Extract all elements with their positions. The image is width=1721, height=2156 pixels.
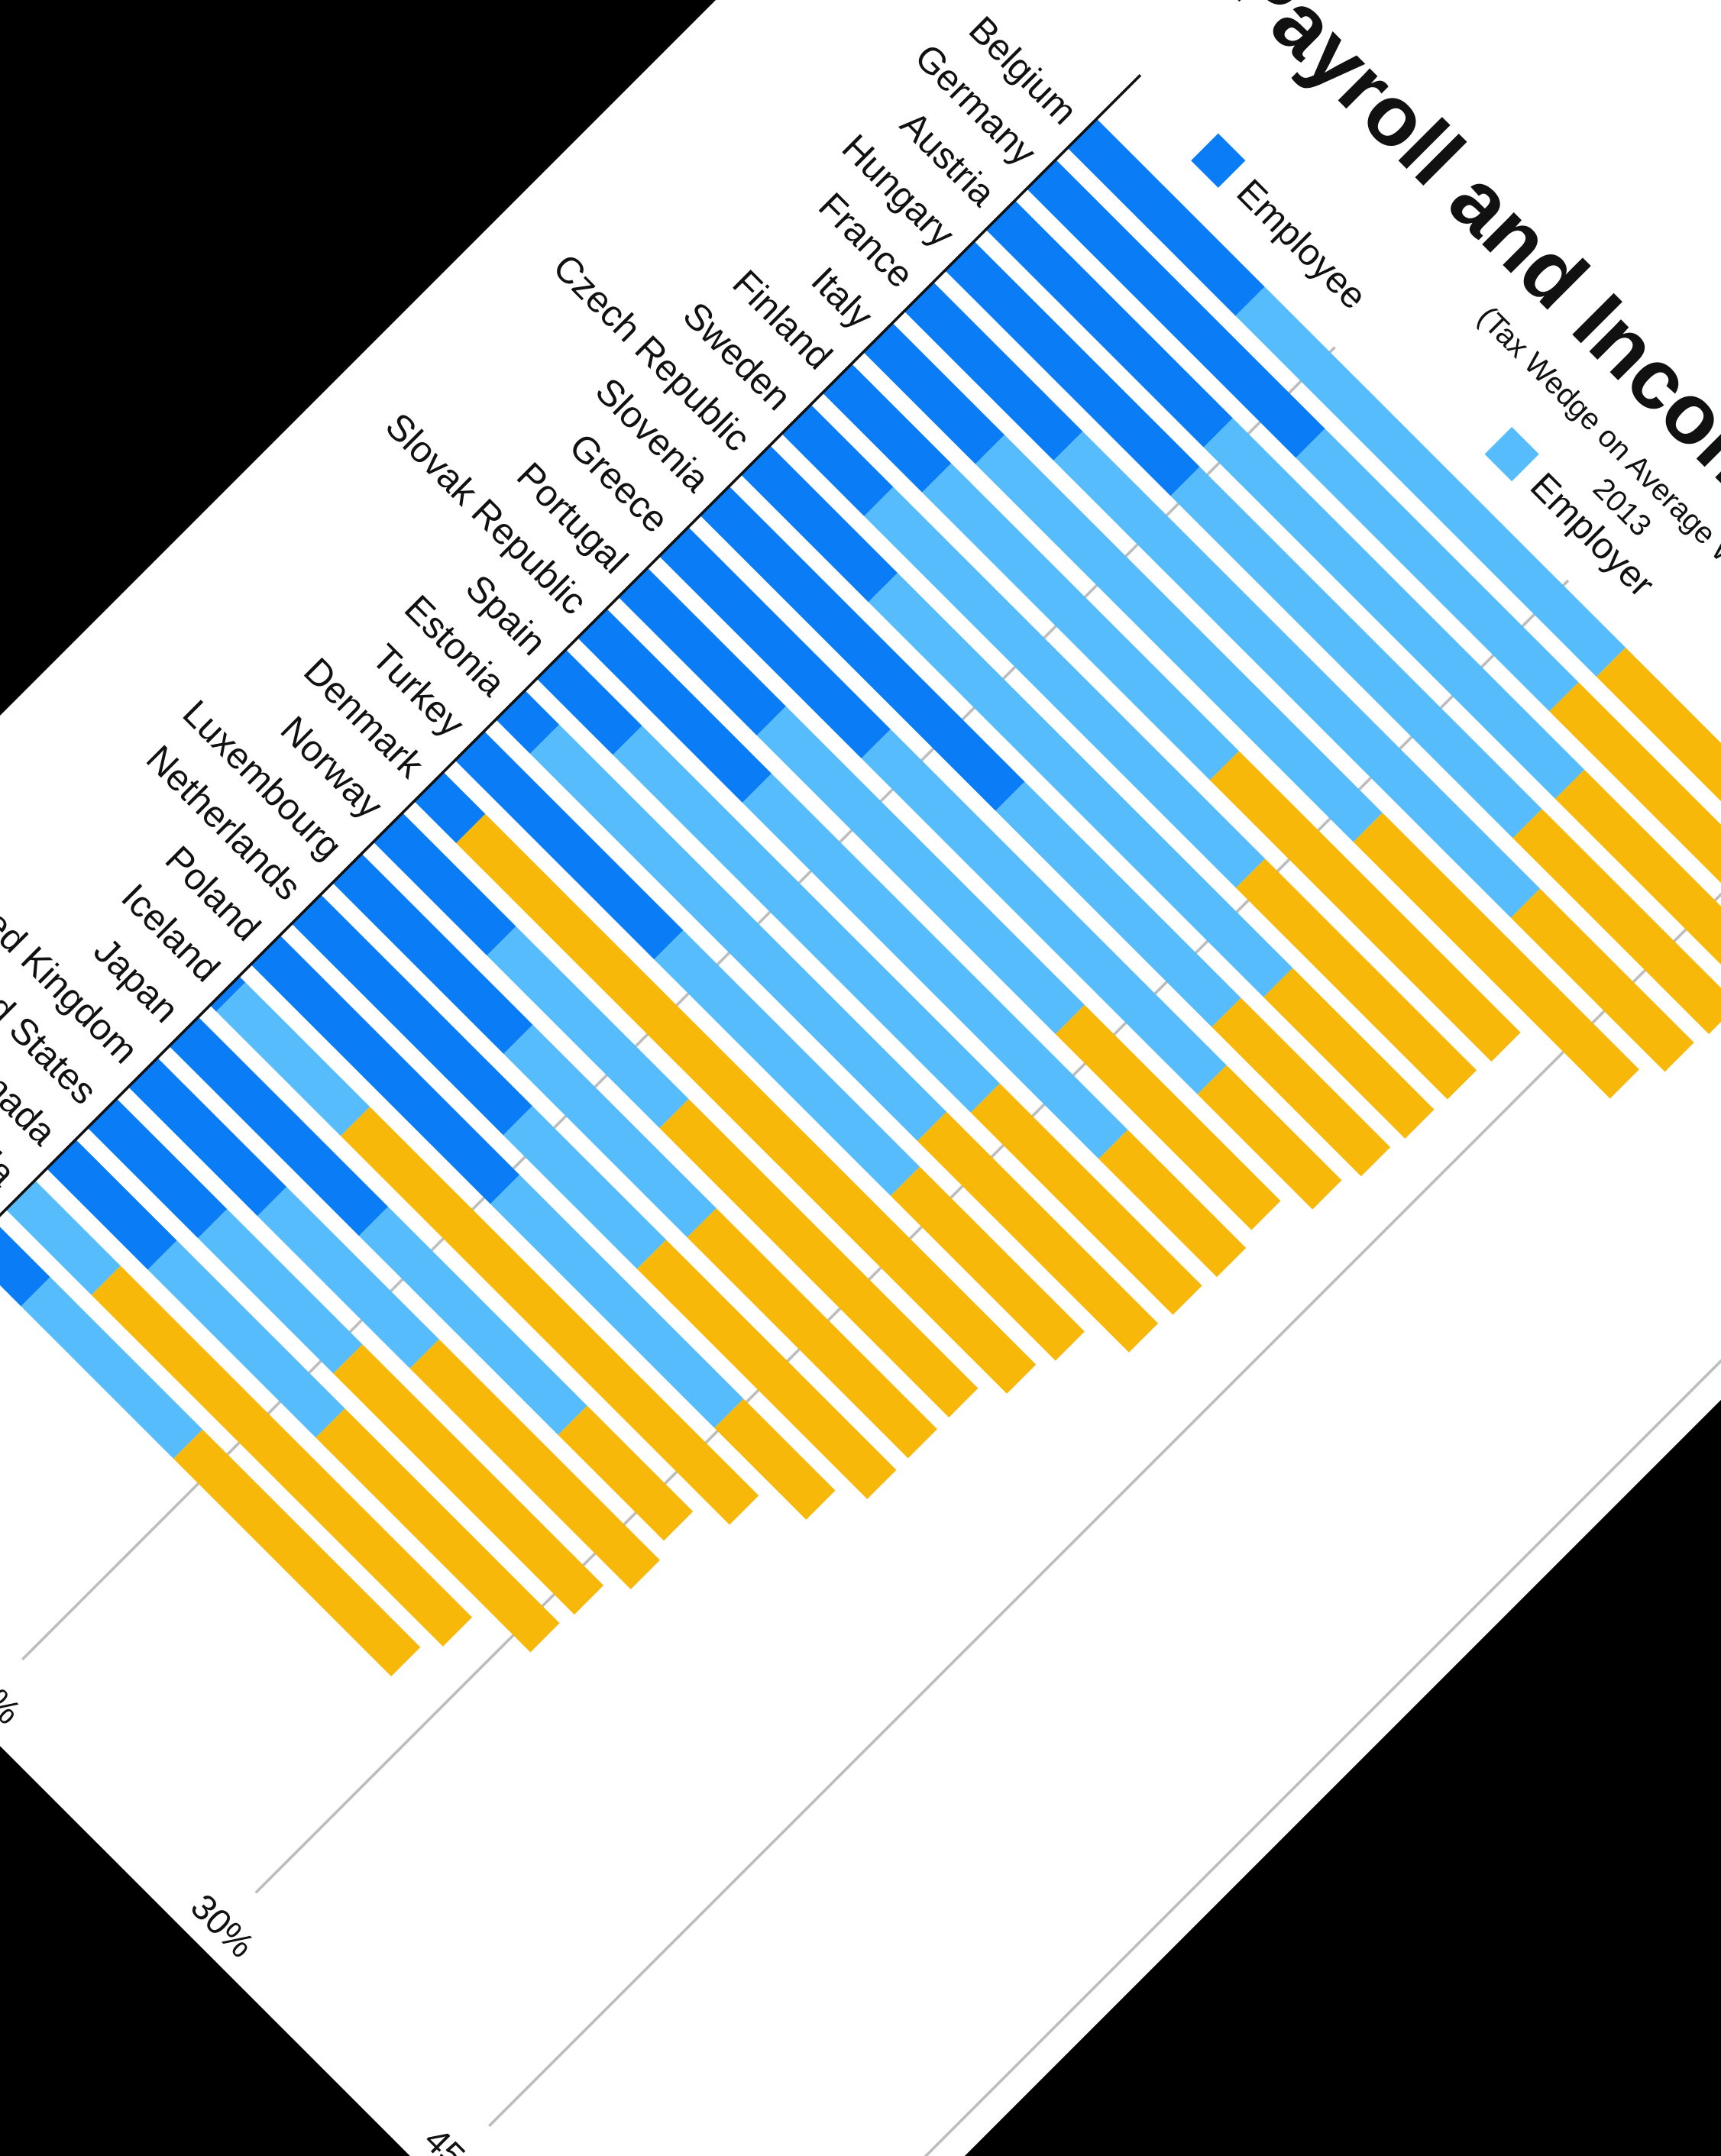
bar-segment — [496, 690, 560, 754]
bar-segment — [340, 1107, 759, 1525]
bar-segment — [714, 1398, 836, 1520]
bar-segment — [742, 773, 1128, 1159]
bar-segment — [700, 486, 1025, 811]
category-axis — [0, 73, 1142, 1253]
bar-segment — [1235, 286, 1626, 677]
bar-segment — [654, 930, 920, 1196]
bar-segment — [291, 894, 532, 1136]
bar-segment — [985, 200, 1233, 448]
bar-segment — [332, 853, 533, 1054]
bar-segment — [1098, 1130, 1247, 1278]
bar-segment — [1197, 1065, 1342, 1210]
bar-segment — [409, 1339, 660, 1589]
bar-segment — [863, 322, 1005, 464]
bar-segment — [358, 1207, 587, 1435]
grid-line — [721, 1046, 1721, 2156]
bar-segment — [1510, 888, 1694, 1072]
bar-segment — [251, 935, 520, 1204]
bar-segment — [613, 726, 1000, 1113]
bar-segment — [970, 1083, 1202, 1315]
bar-segment — [529, 724, 947, 1141]
bar-segment — [147, 1240, 345, 1438]
bar-segment — [1067, 118, 1265, 316]
bar-segment — [87, 1098, 228, 1239]
bar-segment — [487, 926, 689, 1129]
bar-segment — [558, 1405, 694, 1541]
bar-segment — [47, 1139, 177, 1270]
bar-segment — [128, 1058, 287, 1217]
bar-segment — [890, 1166, 1085, 1361]
bar-segment — [21, 1277, 203, 1459]
bar-segment — [618, 567, 786, 735]
bar-segment — [1027, 159, 1325, 458]
bar-segment — [636, 1240, 897, 1499]
bar-segment — [373, 813, 516, 956]
bar-segment — [173, 1429, 421, 1677]
bar-segment — [414, 771, 486, 843]
bar-segment — [257, 1187, 439, 1369]
bar-segment — [904, 282, 1083, 461]
bar-segment — [922, 463, 1240, 781]
bar-segment — [1235, 858, 1477, 1100]
bar-segment — [455, 731, 684, 960]
bar-segment — [333, 1344, 604, 1615]
bar-segment — [536, 649, 642, 755]
bar-segment — [740, 445, 898, 603]
bar-segment — [1549, 682, 1721, 961]
bar-segment — [1512, 809, 1721, 1034]
bar-segment — [781, 404, 894, 516]
bar-segment — [456, 813, 1037, 1394]
bar-segment — [868, 573, 1293, 997]
bar-segment — [822, 364, 952, 493]
bar-segment — [658, 527, 891, 759]
bar-segment — [1353, 813, 1639, 1099]
bar-segment — [864, 486, 1266, 888]
bar-segment — [1053, 431, 1541, 918]
bar-segment — [315, 1408, 560, 1653]
bar-segment — [861, 729, 1227, 1094]
bar-segment — [216, 982, 370, 1136]
bar-segment — [0, 1220, 50, 1307]
bar-segment — [198, 1209, 363, 1374]
bar-segment — [1209, 751, 1521, 1062]
bar-segment — [687, 1208, 937, 1459]
bar-segment — [1203, 418, 1585, 799]
bar-segment — [975, 435, 1383, 842]
bar-segment — [577, 608, 772, 803]
bar-segment — [1055, 1004, 1281, 1230]
bar-segment — [1170, 467, 1542, 839]
bar-segment — [1296, 428, 1579, 712]
bar-segment — [1596, 647, 1721, 1017]
bar-segment — [503, 1106, 667, 1269]
bar-segment — [995, 781, 1241, 1027]
bar-segment — [659, 1098, 979, 1417]
bar-segment — [5, 1180, 121, 1295]
bar-segment — [1263, 968, 1435, 1139]
bar-segment — [91, 1265, 473, 1647]
bar-segment — [917, 1111, 1159, 1353]
bar-segment — [945, 241, 1200, 496]
bar-segment — [1211, 997, 1391, 1177]
bar-segment — [169, 1017, 389, 1236]
bar-segment — [756, 706, 1085, 1034]
bar-segment — [209, 976, 246, 1012]
bar-segment — [503, 1024, 717, 1238]
bar-segment — [1554, 769, 1721, 997]
bar-segment — [490, 1175, 744, 1428]
bars — [0, 118, 1721, 1677]
